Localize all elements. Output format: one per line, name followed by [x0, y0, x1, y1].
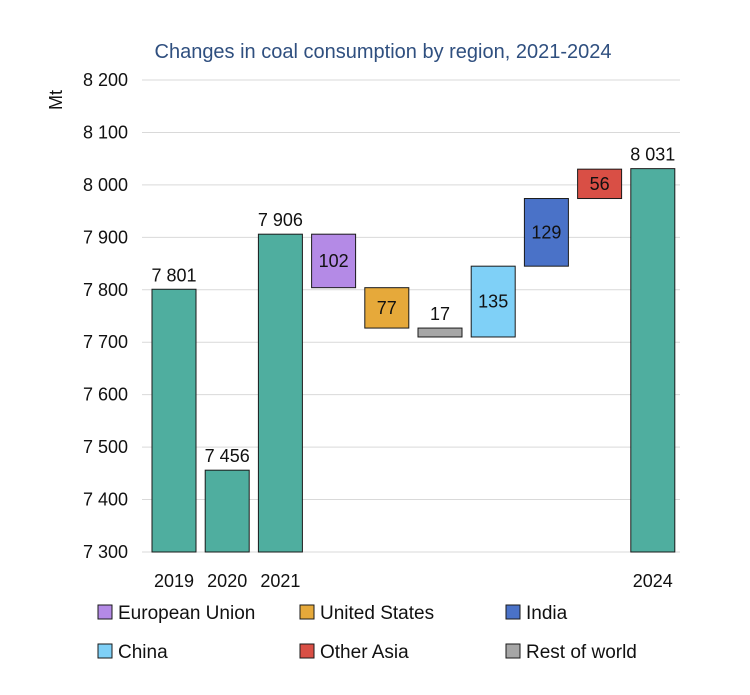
- legend-swatch-other-asia: [299, 643, 315, 659]
- legend-swatch-rest-of-world: [505, 643, 521, 659]
- data-label-china: 135: [478, 292, 508, 312]
- bars: 7 801 7 456 7 906 102 77 17 135 129 56 8 031: [151, 145, 676, 553]
- y-tick-label: 7 700: [83, 332, 128, 352]
- bar-change-rest-of-world: [417, 327, 463, 338]
- bar-change-china: [470, 265, 516, 338]
- x-tick-label-2021: 2021: [260, 571, 300, 591]
- x-tick-label-2020: 2020: [207, 571, 247, 591]
- bar-change-other-asia: [577, 168, 623, 200]
- y-tick-label: 7 300: [83, 542, 128, 562]
- legend-label-india: India: [526, 603, 568, 624]
- data-label-united-states: 77: [377, 298, 397, 318]
- y-tick-label: 7 900: [83, 227, 128, 247]
- legend: European Union United States India China Oth…: [97, 603, 637, 663]
- x-axis-ticks: 2019 2020 2021 2024: [154, 571, 673, 591]
- y-tick-label: 7 400: [83, 490, 128, 510]
- y-tick-label: 7 800: [83, 280, 128, 300]
- y-axis-ticks: 7 300 7 400 7 500 7 600 7 700 7 800 7 900 8 000…: [83, 70, 128, 562]
- bar-change-india: [523, 198, 569, 267]
- x-tick-label-2019: 2019: [154, 571, 194, 591]
- bar-total-2020: [204, 469, 250, 553]
- legend-label-china: China: [118, 642, 168, 663]
- legend-label-european-union: European Union: [118, 603, 255, 624]
- y-tick-label: 8 100: [83, 122, 128, 142]
- data-label-european-union: 102: [319, 251, 349, 271]
- legend-label-united-states: United States: [320, 603, 434, 624]
- legend-swatch-china: [97, 643, 113, 659]
- y-tick-label: 7 600: [83, 385, 128, 405]
- bar-total-2024: [630, 168, 676, 553]
- data-label-2019: 7 801: [151, 265, 196, 285]
- legend-label-rest-of-world: Rest of world: [526, 642, 637, 663]
- y-tick-label: 8 000: [83, 175, 128, 195]
- data-label-rest-of-world: 17: [430, 304, 450, 324]
- data-label-2020: 7 456: [205, 446, 250, 466]
- y-tick-label: 8 200: [83, 70, 128, 90]
- bar-total-2021: [257, 233, 303, 553]
- bar-change-united-states: [364, 287, 410, 329]
- legend-label-other-asia: Other Asia: [320, 642, 409, 663]
- legend-swatch-india: [505, 604, 521, 620]
- data-label-india: 129: [531, 222, 561, 242]
- legend-swatch-european-union: [97, 604, 113, 620]
- y-tick-label: 7 500: [83, 437, 128, 457]
- data-label-2021: 7 906: [258, 210, 303, 230]
- data-label-other-asia: 56: [590, 174, 610, 194]
- x-tick-label-2024: 2024: [633, 571, 673, 591]
- y-axis-unit: Mt: [46, 90, 66, 110]
- bar-change-european-union: [311, 233, 357, 289]
- data-label-2024: 8 031: [630, 145, 675, 165]
- bar-total-2019: [151, 288, 197, 553]
- legend-swatch-united-states: [299, 604, 315, 620]
- chart-title: Changes in coal consumption by region, 2…: [155, 41, 612, 63]
